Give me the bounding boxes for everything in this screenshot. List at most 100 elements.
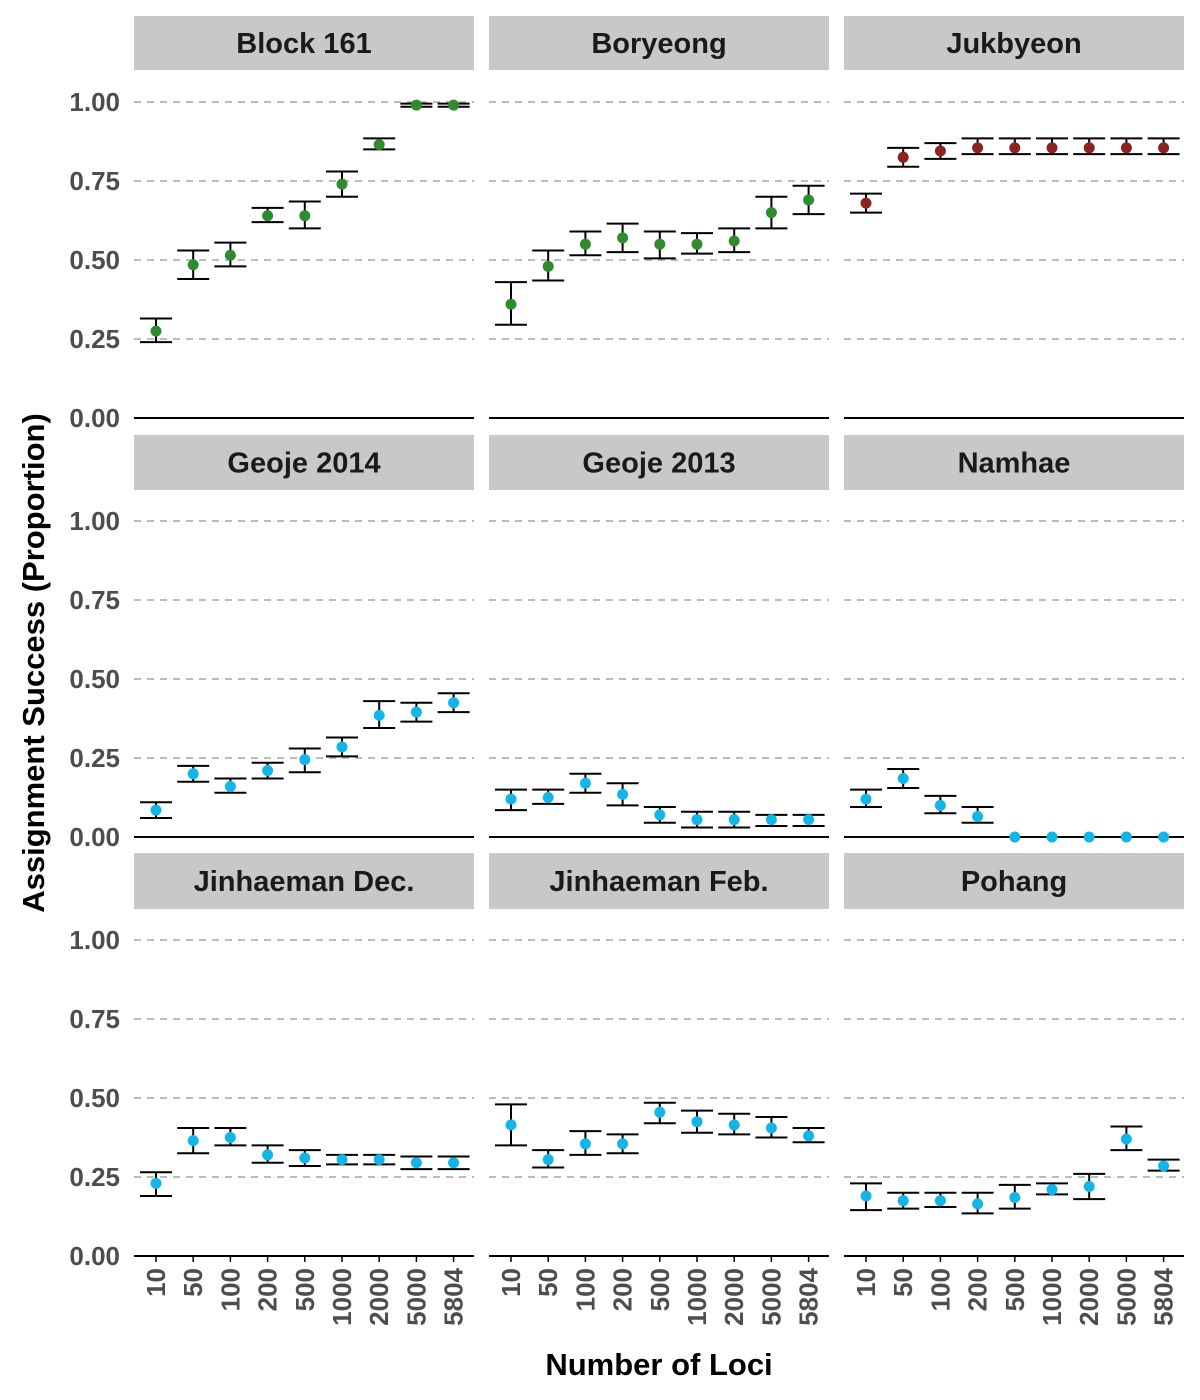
- y-tick-label: 0.00: [69, 822, 120, 852]
- y-tick-label: 0.25: [69, 1162, 120, 1192]
- y-tick-label: 0.50: [69, 245, 120, 275]
- x-tick-label: 200: [608, 1268, 638, 1311]
- x-tick-label: 50: [888, 1268, 918, 1297]
- data-point: [860, 1190, 872, 1202]
- facet-title: Namhae: [958, 448, 1071, 480]
- data-point: [150, 1177, 162, 1189]
- data-point: [448, 697, 460, 709]
- facet-title: Pohang: [961, 866, 1067, 898]
- data-point: [1009, 1192, 1021, 1204]
- facet-title: Jinhaeman Dec.: [194, 866, 415, 898]
- data-point: [728, 235, 740, 247]
- x-tick-label: 100: [925, 1268, 955, 1311]
- data-point: [505, 1119, 517, 1131]
- data-point: [1046, 1184, 1058, 1196]
- data-point: [542, 1154, 554, 1166]
- x-tick-label: 50: [533, 1268, 563, 1297]
- data-point: [654, 809, 666, 821]
- data-point: [505, 793, 517, 805]
- data-point: [262, 1149, 274, 1161]
- x-tick-label: 5804: [439, 1267, 469, 1325]
- data-point: [224, 780, 236, 792]
- data-point: [934, 799, 946, 811]
- x-tick-label: 2000: [364, 1268, 394, 1326]
- facet-title: Block 161: [236, 28, 371, 60]
- y-tick-label: 0.50: [69, 664, 120, 694]
- y-tick-label: 0.25: [69, 324, 120, 354]
- data-point: [860, 197, 872, 209]
- x-tick-label: 1000: [682, 1268, 712, 1326]
- facet-title: Geoje 2014: [227, 448, 380, 480]
- data-point: [373, 139, 385, 151]
- data-point: [448, 99, 460, 111]
- y-tick-label: 1.00: [69, 87, 120, 117]
- data-point: [765, 814, 777, 826]
- x-tick-label: 5804: [794, 1267, 824, 1325]
- data-point: [187, 768, 199, 780]
- data-point: [150, 804, 162, 816]
- x-tick-label: 5000: [1111, 1268, 1141, 1326]
- data-point: [448, 1157, 460, 1169]
- data-point: [579, 238, 591, 250]
- data-point: [934, 145, 946, 157]
- data-point: [373, 1154, 385, 1166]
- data-point: [765, 1122, 777, 1134]
- x-tick-label: 100: [215, 1268, 245, 1311]
- x-tick-label: 200: [963, 1268, 993, 1311]
- x-tick-label: 5000: [756, 1268, 786, 1326]
- facet-title: Jinhaeman Feb.: [549, 866, 768, 898]
- facet-strip: [844, 16, 1184, 70]
- x-tick-label: 200: [253, 1268, 283, 1311]
- x-axis-title: Number of Loci: [545, 1347, 772, 1382]
- facet-jukbyeon: Jukbyeon: [844, 16, 1184, 419]
- data-point: [1083, 142, 1095, 154]
- y-tick-label: 0.25: [69, 743, 120, 773]
- data-point: [336, 1154, 348, 1166]
- data-point: [373, 709, 385, 721]
- facet-strip: [489, 853, 829, 909]
- data-point: [410, 1157, 422, 1169]
- data-point: [542, 792, 554, 803]
- facet-namhae: Namhae: [844, 435, 1184, 843]
- data-point: [728, 1119, 740, 1131]
- data-point: [803, 814, 815, 826]
- data-point: [1158, 1160, 1170, 1172]
- x-tick-label: 10: [851, 1268, 881, 1297]
- x-tick-label: 5804: [1149, 1267, 1179, 1325]
- data-point: [262, 765, 274, 777]
- data-point: [654, 238, 666, 250]
- data-point: [617, 232, 629, 244]
- data-point: [542, 260, 554, 272]
- y-tick-label: 1.00: [69, 925, 120, 955]
- x-tick-label: 5000: [401, 1268, 431, 1326]
- x-tick-label: 500: [645, 1268, 675, 1311]
- data-point: [224, 1132, 236, 1143]
- facet-pohang: Pohang 10 50 100 200 500 1000 2000 5000 5804: [844, 853, 1184, 1326]
- y-tick-label: 0.75: [69, 1004, 120, 1034]
- x-tick-label: 2000: [1074, 1268, 1104, 1326]
- facet-strip: [134, 853, 474, 909]
- data-point: [1009, 142, 1021, 154]
- x-tick-label: 500: [290, 1268, 320, 1311]
- x-tick-label: 2000: [719, 1268, 749, 1326]
- data-point: [897, 151, 909, 163]
- data-point: [860, 793, 872, 805]
- data-point: [1120, 1133, 1132, 1145]
- y-tick-label: 0.00: [69, 403, 120, 433]
- data-point: [1158, 831, 1170, 843]
- facet-strip: [844, 435, 1184, 490]
- data-point: [299, 754, 311, 766]
- facet-title: Geoje 2013: [582, 448, 735, 480]
- data-point: [1158, 142, 1170, 154]
- data-point: [1120, 142, 1132, 154]
- data-point: [654, 1106, 666, 1118]
- data-point: [803, 1130, 815, 1142]
- facet-strip: [489, 16, 829, 70]
- data-point: [579, 777, 591, 789]
- data-point: [224, 249, 236, 261]
- data-point: [505, 298, 517, 310]
- data-point: [262, 210, 274, 222]
- facet-strip: [844, 853, 1184, 909]
